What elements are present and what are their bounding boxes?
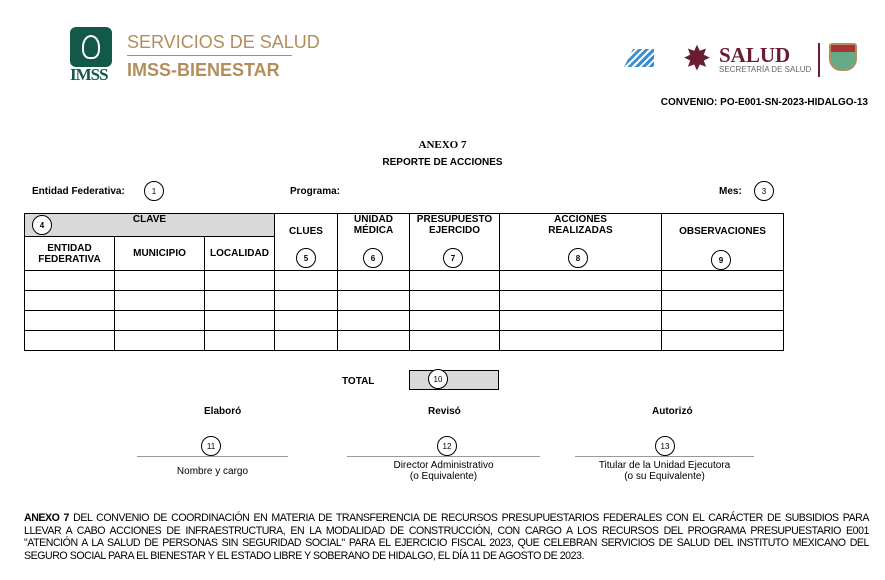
cell[interactable] [409,270,500,291]
programa-label: Programa: [290,186,341,197]
header-localidad: LOCALIDAD [204,236,275,271]
sig-role-reviso: Revisó [428,406,461,417]
sig-caption-reviso: Director Administrativo (o Equivalente) [393,460,494,482]
signature-line [575,456,754,457]
org-divider [127,55,292,56]
total-box[interactable] [409,370,499,390]
marker-8: 8 [568,248,588,268]
footer-lead: ANEXO 7 [24,512,70,524]
cell[interactable] [499,270,662,291]
cell[interactable] [409,290,500,311]
convenio: CONVENIO: PO-E001-SN-2023-HIDALGO-13 [660,97,868,108]
cell[interactable] [204,270,275,291]
acciones-table: CLAVE 4 CLUES 5 UNIDAD MÉDICA 6 PRESUPUEST… [24,213,784,351]
cell[interactable] [114,330,205,351]
sig-role-autorizo: Autorizó [652,406,693,417]
hidalgo-shield-icon [829,43,857,71]
marker-13: 13 [655,436,675,456]
cell[interactable] [204,310,275,331]
entidad-label: Entidad Federativa: [32,186,125,197]
cell[interactable] [337,310,410,331]
marker-9: 9 [711,250,731,270]
footer-paragraph: ANEXO 7 DEL CONVENIO DE COORDINACIÓN EN … [24,512,869,562]
imss-logo-text: IMSS [70,65,109,84]
cell[interactable] [274,310,338,331]
sig-caption-autorizo: Titular de la Unidad Ejecutora (o su Equi… [598,460,731,482]
cell[interactable] [204,330,275,351]
header-observaciones: OBSERVACIONES 9 [661,213,784,271]
header-acciones: ACCIONES REALIZADAS 8 [499,213,662,271]
signature-line [137,456,288,457]
cell[interactable] [24,330,115,351]
cell[interactable] [661,270,784,291]
cell[interactable] [24,310,115,331]
cell[interactable] [499,330,662,351]
footer-text: DEL CONVENIO DE COORDINACIÓN EN MATERIA … [24,512,869,562]
cell[interactable] [204,290,275,311]
cell[interactable] [337,290,410,311]
header-clues: CLUES 5 [274,213,338,271]
salud-title: SALUD [719,43,791,67]
cell[interactable] [661,290,784,311]
salud-star-icon: ✸ [682,40,712,78]
org-line2: IMSS-BIENESTAR [127,60,280,80]
cell[interactable] [114,310,205,331]
cell[interactable] [499,310,662,331]
cell[interactable] [114,270,205,291]
header-clave: CLAVE 4 [24,213,275,237]
marker-11: 11 [201,436,221,456]
cell[interactable] [337,270,410,291]
marker-1: 1 [144,181,164,201]
table-row [24,270,784,291]
cell[interactable] [24,270,115,291]
cell[interactable] [661,310,784,331]
logo-divider [818,43,820,77]
cell[interactable] [274,270,338,291]
imss-logo: IMSS [70,27,112,84]
cell[interactable] [274,330,338,351]
signature-line [347,456,540,457]
marker-3: 3 [754,181,774,201]
marker-6: 6 [363,248,383,268]
blue-agency-logo [620,47,658,72]
marker-12: 12 [437,436,457,456]
org-line1: SERVICIOS DE SALUD [127,32,320,52]
table-row [24,290,784,311]
total-label: TOTAL [342,376,375,387]
doc-title: ANEXO 7 [418,139,467,151]
cell[interactable] [409,310,500,331]
doc-subtitle: REPORTE DE ACCIONES [382,157,503,168]
cell[interactable] [114,290,205,311]
table-row [24,330,784,351]
cell[interactable] [274,290,338,311]
marker-5: 5 [296,248,316,268]
cell[interactable] [661,330,784,351]
marker-7: 7 [443,248,463,268]
table-row [24,310,784,331]
mes-label: Mes: [719,186,742,197]
header-presupuesto: PRESUPUESTO EJERCIDO 7 [409,213,500,271]
header-unidad: UNIDAD MÉDICA 6 [337,213,410,271]
header-municipio: MUNICIPIO [114,236,205,271]
header-entidad: ENTIDAD FEDERATIVA [24,236,115,271]
salud-subtitle: SECRETARÍA DE SALUD [719,65,812,74]
cell[interactable] [409,330,500,351]
sig-role-elaboro: Elaboró [204,406,242,417]
marker-4: 4 [32,215,52,235]
cell[interactable] [24,290,115,311]
cell[interactable] [499,290,662,311]
cell[interactable] [337,330,410,351]
marker-10: 10 [428,369,448,389]
sig-caption-elaboro: Nombre y cargo [176,466,249,477]
